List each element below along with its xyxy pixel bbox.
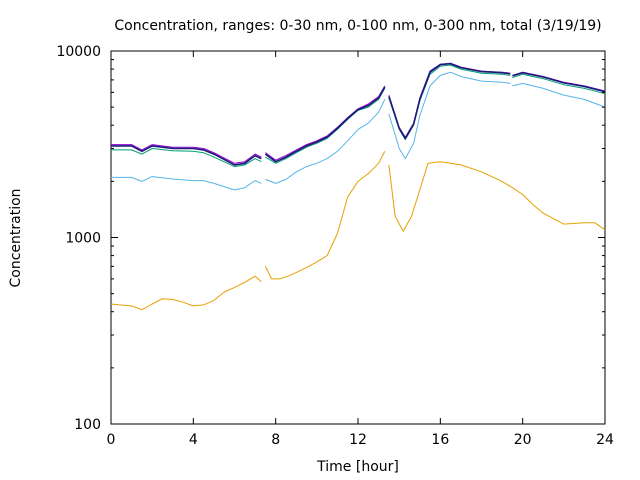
series-line-segment: [264, 86, 386, 163]
series-line-segment: [388, 64, 511, 141]
series-layer: [110, 62, 606, 311]
series-1: [110, 151, 606, 311]
series-line-segment: [265, 85, 386, 161]
series-line-segment: [512, 73, 606, 95]
y-tick-label: 10000: [56, 44, 101, 60]
series-line-segment: [111, 148, 262, 168]
series-line-segment: [512, 82, 606, 108]
series-line-segment: [111, 176, 262, 191]
series-line-segment: [264, 151, 386, 280]
x-tick-label: 0: [107, 432, 116, 448]
series-line-segment: [111, 144, 262, 164]
series-line-segment: [388, 62, 511, 138]
x-tick-label: 12: [349, 432, 367, 448]
x-tick-label: 16: [431, 432, 449, 448]
series-line-segment: [388, 62, 511, 140]
x-tick-label: 4: [189, 432, 198, 448]
series-line-segment: [110, 275, 262, 311]
x-tick-label: 20: [514, 432, 532, 448]
y-axis-label: Concentration: [8, 188, 24, 287]
y-tick-label: 100: [74, 417, 101, 433]
series-line-segment: [388, 71, 511, 160]
x-tick-label: 24: [596, 432, 614, 448]
series-2: [111, 71, 606, 191]
series-line-segment: [388, 161, 606, 232]
y-tick-label: 1000: [65, 231, 101, 247]
series-3: [111, 64, 606, 168]
tick-layer: 0 4 8 12 16 20 24 100 1000 10000: [56, 44, 614, 448]
series-line-segment: [265, 88, 386, 164]
chart-title: Concentration, ranges: 0-30 nm, 0-100 nm…: [114, 18, 601, 34]
series-line-segment: [111, 145, 262, 166]
x-axis-label: Time [hour]: [316, 459, 399, 475]
plot-frame: [110, 50, 606, 425]
x-tick-label: 8: [271, 432, 280, 448]
series-line-segment: [512, 71, 606, 93]
series-5: [111, 62, 606, 166]
series-line-segment: [265, 99, 386, 184]
